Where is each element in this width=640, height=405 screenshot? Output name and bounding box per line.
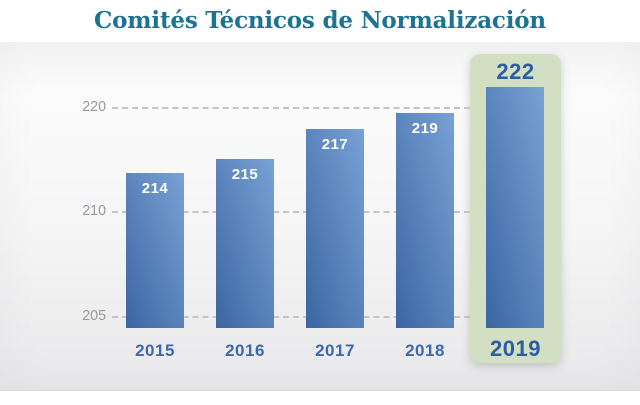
- x-axis-category-label: 2016: [225, 341, 265, 360]
- bar-0: [126, 173, 184, 328]
- x-axis-category-label: 2018: [405, 341, 445, 360]
- gridline: [112, 107, 470, 109]
- bar-3: [396, 113, 454, 328]
- bar-value-label: 222: [496, 59, 535, 84]
- x-axis-category-label: 2019: [490, 336, 541, 361]
- bar-value-label: 217: [321, 136, 349, 153]
- x-axis-category-label: 2017: [315, 341, 355, 360]
- bar-value-label: 219: [411, 120, 439, 137]
- gridline: [112, 211, 470, 213]
- chart-title: Comités Técnicos de Normalización: [94, 7, 546, 34]
- bar-4: [486, 87, 544, 328]
- y-axis-tick-label: 210: [82, 201, 106, 219]
- gridline: [112, 316, 470, 318]
- bar-value-label: 214: [141, 180, 169, 197]
- y-axis-tick-label: 205: [82, 306, 106, 324]
- y-axis-tick-label: 220: [82, 97, 106, 115]
- bar-1: [216, 159, 274, 328]
- bar-value-label: 215: [231, 166, 259, 183]
- x-axis-category-label: 2015: [135, 341, 175, 360]
- bar-2: [306, 129, 364, 328]
